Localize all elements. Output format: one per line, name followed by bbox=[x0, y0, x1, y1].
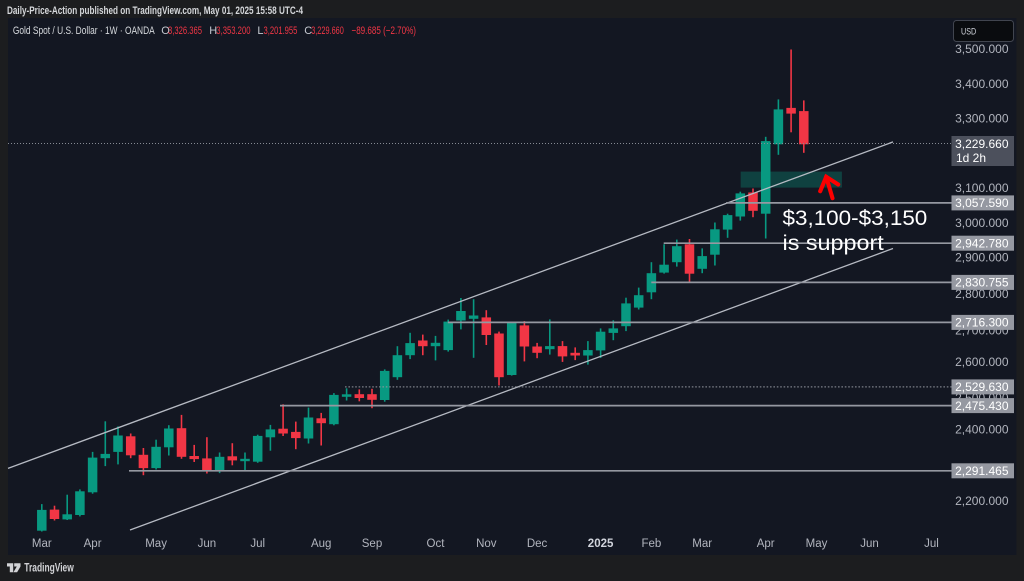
svg-text:May: May bbox=[806, 538, 828, 550]
svg-text:3,300.000: 3,300.000 bbox=[955, 112, 1009, 126]
svg-text:2,900.000: 2,900.000 bbox=[955, 251, 1009, 265]
svg-text:Mar: Mar bbox=[32, 538, 52, 550]
svg-text:2,529.630: 2,529.630 bbox=[955, 380, 1009, 394]
svg-text:3,500.000: 3,500.000 bbox=[955, 42, 1009, 56]
svg-text:H: H bbox=[209, 25, 217, 37]
svg-text:3,057.590: 3,057.590 bbox=[955, 196, 1009, 210]
svg-text:Jun: Jun bbox=[198, 538, 217, 550]
svg-text:Aug: Aug bbox=[311, 538, 331, 550]
svg-text:Sep: Sep bbox=[362, 538, 382, 550]
svg-text:2,600.000: 2,600.000 bbox=[955, 355, 1009, 369]
svg-text:2,942.780: 2,942.780 bbox=[955, 236, 1009, 250]
svg-text:USD: USD bbox=[961, 27, 976, 38]
svg-text:3,326.365: 3,326.365 bbox=[168, 25, 202, 37]
svg-text:Oct: Oct bbox=[427, 538, 446, 550]
svg-text:2,291.465: 2,291.465 bbox=[955, 464, 1009, 478]
svg-text:TradingView: TradingView bbox=[24, 561, 74, 575]
svg-text:3,201.955: 3,201.955 bbox=[264, 25, 298, 37]
svg-text:3,000.000: 3,000.000 bbox=[955, 216, 1009, 230]
svg-text:Mar: Mar bbox=[692, 538, 712, 550]
svg-text:Nov: Nov bbox=[476, 538, 497, 550]
svg-text:Jul: Jul bbox=[924, 538, 939, 550]
svg-text:2,800.000: 2,800.000 bbox=[955, 287, 1009, 301]
svg-text:L: L bbox=[257, 25, 263, 37]
svg-text:−89.685 (−2.70%): −89.685 (−2.70%) bbox=[352, 25, 417, 37]
svg-text:Gold Spot / U.S. Dollar · 1W ·: Gold Spot / U.S. Dollar · 1W · OANDA bbox=[13, 25, 155, 37]
svg-text:2,400.000: 2,400.000 bbox=[955, 423, 1009, 437]
svg-text:May: May bbox=[145, 538, 167, 550]
svg-text:1d 2h: 1d 2h bbox=[956, 151, 986, 165]
svg-text:2,830.755: 2,830.755 bbox=[955, 276, 1009, 290]
svg-text:2,200.000: 2,200.000 bbox=[955, 494, 1009, 508]
svg-text:2,716.300: 2,716.300 bbox=[955, 316, 1009, 330]
svg-text:Apr: Apr bbox=[84, 538, 102, 550]
svg-text:Apr: Apr bbox=[757, 538, 775, 550]
svg-text:3,229.660: 3,229.660 bbox=[955, 137, 1009, 151]
svg-text:C: C bbox=[304, 25, 312, 37]
svg-text:is support: is support bbox=[783, 232, 884, 255]
svg-text:Jun: Jun bbox=[860, 538, 879, 550]
svg-text:$3,100-$3,150: $3,100-$3,150 bbox=[783, 207, 928, 230]
svg-text:3,400.000: 3,400.000 bbox=[955, 77, 1009, 91]
svg-text:3,229.660: 3,229.660 bbox=[311, 25, 344, 37]
svg-text:O: O bbox=[161, 25, 170, 37]
svg-text:3,353.200: 3,353.200 bbox=[216, 25, 250, 37]
svg-text:Feb: Feb bbox=[641, 538, 661, 550]
svg-text:Dec: Dec bbox=[527, 538, 548, 550]
svg-text:Daily-Price-Action published o: Daily-Price-Action published on TradingV… bbox=[7, 5, 304, 17]
svg-text:3,100.000: 3,100.000 bbox=[955, 181, 1009, 195]
svg-text:Jul: Jul bbox=[250, 538, 265, 550]
svg-text:2025: 2025 bbox=[588, 538, 614, 550]
svg-text:2,475.430: 2,475.430 bbox=[955, 399, 1009, 413]
